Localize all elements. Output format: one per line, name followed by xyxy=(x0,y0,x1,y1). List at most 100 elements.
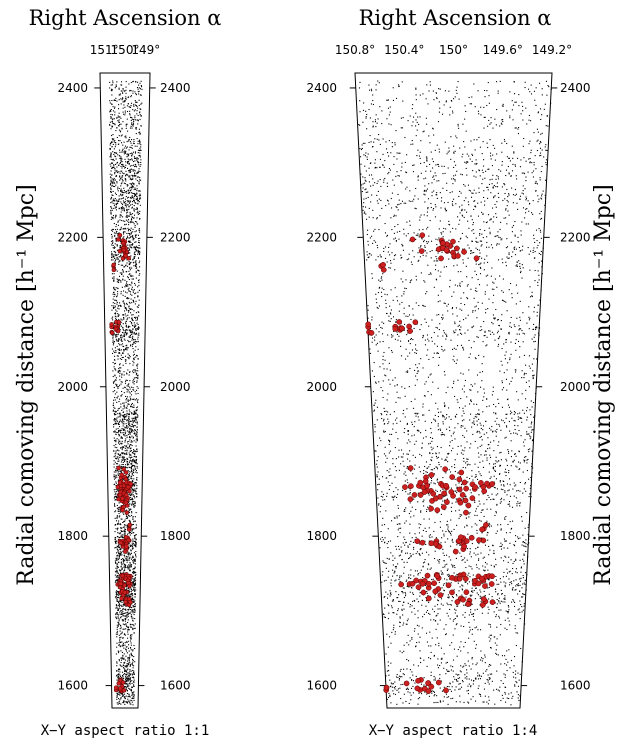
field-galaxy-point xyxy=(115,537,117,539)
field-galaxy-point xyxy=(119,279,121,281)
field-galaxy-point xyxy=(423,677,425,679)
field-galaxy-point xyxy=(127,611,129,613)
field-galaxy-point xyxy=(111,256,113,259)
left-left-tick-label: 1600 xyxy=(57,679,88,693)
field-galaxy-point xyxy=(128,403,130,405)
field-galaxy-point xyxy=(139,111,141,113)
field-galaxy-point xyxy=(117,334,119,336)
field-galaxy-point xyxy=(115,441,117,443)
field-galaxy-point xyxy=(124,559,126,561)
field-galaxy-point xyxy=(129,503,131,505)
field-galaxy-point xyxy=(458,517,460,519)
field-galaxy-point xyxy=(124,100,126,102)
field-galaxy-point xyxy=(113,257,116,259)
field-galaxy-point xyxy=(129,561,131,564)
field-galaxy-point xyxy=(132,324,134,327)
field-galaxy-point xyxy=(123,336,125,338)
field-galaxy-point xyxy=(128,248,130,251)
field-galaxy-point xyxy=(437,608,439,610)
field-galaxy-point xyxy=(139,231,141,233)
field-galaxy-point xyxy=(129,331,131,333)
field-galaxy-point xyxy=(520,113,522,115)
field-galaxy-point xyxy=(118,116,120,118)
field-galaxy-point xyxy=(117,558,119,561)
field-galaxy-point xyxy=(430,202,432,205)
field-galaxy-point xyxy=(116,181,118,183)
field-galaxy-point xyxy=(113,471,115,473)
field-galaxy-point xyxy=(120,254,122,256)
field-galaxy-point xyxy=(121,609,123,612)
field-galaxy-point xyxy=(129,187,131,189)
field-galaxy-point xyxy=(135,272,137,274)
field-galaxy-point xyxy=(122,452,124,454)
field-galaxy-point xyxy=(128,358,130,360)
field-galaxy-point xyxy=(126,445,128,447)
field-galaxy-point xyxy=(120,335,122,337)
field-galaxy-point xyxy=(111,254,113,256)
field-galaxy-point xyxy=(135,230,137,232)
field-galaxy-point xyxy=(115,231,117,233)
field-galaxy-point xyxy=(129,682,131,684)
field-galaxy-point xyxy=(126,118,128,120)
field-galaxy-point xyxy=(116,335,118,337)
field-galaxy-point xyxy=(114,374,116,376)
field-galaxy-point xyxy=(121,537,123,539)
field-galaxy-point xyxy=(131,597,133,599)
field-galaxy-point xyxy=(124,569,126,572)
field-galaxy-point xyxy=(119,671,121,673)
field-galaxy-point xyxy=(134,428,136,431)
field-galaxy-point xyxy=(124,330,127,332)
field-galaxy-point xyxy=(136,157,138,159)
field-galaxy-point xyxy=(411,605,413,607)
field-galaxy-point xyxy=(137,107,139,109)
field-galaxy-point xyxy=(486,678,488,681)
field-galaxy-point xyxy=(136,472,138,474)
field-galaxy-point xyxy=(505,532,508,534)
field-galaxy-point xyxy=(124,681,126,683)
field-galaxy-point xyxy=(469,389,471,391)
field-galaxy-point xyxy=(140,164,142,166)
field-galaxy-point xyxy=(121,563,123,565)
field-galaxy-point xyxy=(533,238,535,240)
field-galaxy-point xyxy=(138,139,141,141)
field-galaxy-point xyxy=(110,180,112,182)
field-galaxy-point xyxy=(115,443,117,446)
field-galaxy-point xyxy=(132,262,134,264)
field-galaxy-point xyxy=(123,572,125,574)
field-galaxy-point xyxy=(132,547,134,549)
field-galaxy-point xyxy=(496,423,498,425)
field-galaxy-point xyxy=(121,422,123,424)
field-galaxy-point xyxy=(117,536,119,538)
field-galaxy-point xyxy=(113,342,115,344)
field-galaxy-point xyxy=(116,642,118,644)
field-galaxy-point xyxy=(134,596,136,598)
field-galaxy-point xyxy=(122,419,124,421)
field-galaxy-point xyxy=(110,108,112,111)
field-galaxy-point xyxy=(409,606,411,608)
field-galaxy-point xyxy=(129,420,131,422)
field-galaxy-point xyxy=(129,159,131,161)
field-galaxy-point xyxy=(128,660,130,662)
field-galaxy-point xyxy=(117,371,119,373)
field-galaxy-point xyxy=(119,640,121,642)
field-galaxy-point xyxy=(120,165,122,167)
field-galaxy-point xyxy=(131,218,133,220)
field-galaxy-point xyxy=(454,178,456,181)
field-galaxy-point xyxy=(114,87,116,89)
field-galaxy-point xyxy=(458,677,461,679)
field-galaxy-point xyxy=(111,117,113,119)
field-galaxy-point xyxy=(119,611,121,613)
field-galaxy-point xyxy=(114,539,116,541)
field-galaxy-point xyxy=(139,140,141,143)
field-galaxy-point xyxy=(468,581,470,583)
field-galaxy-point xyxy=(131,235,133,237)
field-galaxy-point xyxy=(127,664,130,666)
field-galaxy-point xyxy=(129,695,131,697)
field-galaxy-point xyxy=(121,390,123,393)
field-galaxy-point xyxy=(121,641,123,643)
field-galaxy-point xyxy=(116,679,118,681)
field-galaxy-point xyxy=(132,582,134,584)
field-galaxy-point xyxy=(127,633,129,635)
field-galaxy-point xyxy=(128,374,130,376)
field-galaxy-point xyxy=(127,277,129,279)
